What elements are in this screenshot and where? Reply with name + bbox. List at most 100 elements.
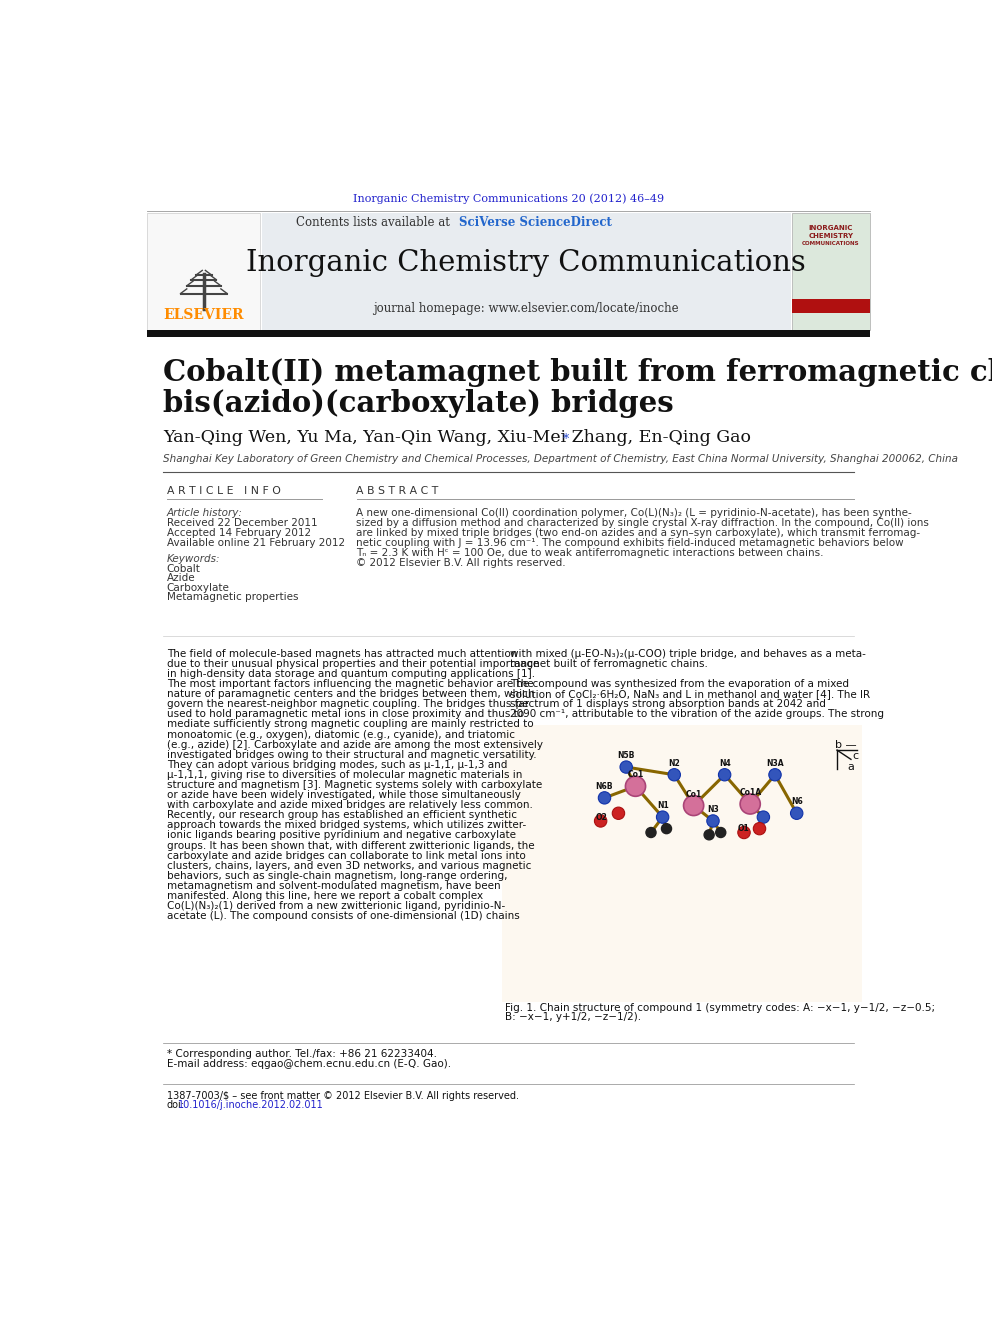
Text: used to hold paramagnetic metal ions in close proximity and thus to: used to hold paramagnetic metal ions in … [167, 709, 524, 720]
Circle shape [657, 811, 669, 823]
Text: acetate (L). The compound consists of one-dimensional (1D) chains: acetate (L). The compound consists of on… [167, 912, 520, 921]
Text: approach towards the mixed bridged systems, which utilizes zwitter-: approach towards the mixed bridged syste… [167, 820, 526, 831]
Text: netic coupling with J = 13.96 cm⁻¹. The compound exhibits field-induced metamagn: netic coupling with J = 13.96 cm⁻¹. The … [356, 538, 904, 548]
Text: metamagnetism and solvent-modulated magnetism, have been: metamagnetism and solvent-modulated magn… [167, 881, 500, 890]
Text: The field of molecule-based magnets has attracted much attention: The field of molecule-based magnets has … [167, 648, 517, 659]
Text: N6B: N6B [596, 782, 613, 791]
Text: Tₙ = 2.3 K with Hᶜ = 100 Oe, due to weak antiferromagnetic interactions between : Tₙ = 2.3 K with Hᶜ = 100 Oe, due to weak… [356, 548, 824, 558]
Text: spectrum of 1 displays strong absorption bands at 2042 and: spectrum of 1 displays strong absorption… [510, 700, 825, 709]
Circle shape [704, 830, 714, 840]
Text: journal homepage: www.elsevier.com/locate/inoche: journal homepage: www.elsevier.com/locat… [373, 303, 680, 315]
Circle shape [625, 777, 646, 796]
Circle shape [740, 794, 760, 814]
Circle shape [718, 769, 731, 781]
FancyBboxPatch shape [262, 213, 791, 329]
Text: ELSEVIER: ELSEVIER [164, 308, 244, 321]
FancyBboxPatch shape [502, 725, 862, 1002]
Text: A new one-dimensional Co(II) coordination polymer, Co(L)(N₃)₂ (L = pyridinio-N-a: A new one-dimensional Co(II) coordinatio… [356, 508, 913, 519]
Text: with carboxylate and azide mixed bridges are relatively less common.: with carboxylate and azide mixed bridges… [167, 800, 533, 810]
Text: bis(azido)(carboxylate) bridges: bis(azido)(carboxylate) bridges [163, 389, 674, 418]
Text: Carboxylate: Carboxylate [167, 582, 229, 593]
Circle shape [715, 827, 726, 837]
Text: 10.1016/j.inoche.2012.02.011: 10.1016/j.inoche.2012.02.011 [179, 1101, 324, 1110]
Text: Recently, our research group has established an efficient synthetic: Recently, our research group has establi… [167, 810, 517, 820]
Circle shape [612, 807, 625, 819]
Text: Keywords:: Keywords: [167, 554, 220, 564]
Text: (e.g., azide) [2]. Carboxylate and azide are among the most extensively: (e.g., azide) [2]. Carboxylate and azide… [167, 740, 543, 750]
Text: Azide: Azide [167, 573, 195, 583]
Text: 1387-7003/$ – see front matter © 2012 Elsevier B.V. All rights reserved.: 1387-7003/$ – see front matter © 2012 El… [167, 1091, 519, 1101]
Text: in high-density data storage and quantum computing applications [1].: in high-density data storage and quantum… [167, 669, 535, 679]
Circle shape [769, 769, 782, 781]
Text: The most important factors influencing the magnetic behavior are the: The most important factors influencing t… [167, 679, 534, 689]
Text: A R T I C L E   I N F O: A R T I C L E I N F O [167, 487, 281, 496]
Text: SciVerse ScienceDirect: SciVerse ScienceDirect [458, 216, 612, 229]
Text: N5B: N5B [617, 751, 635, 759]
Text: N2: N2 [669, 758, 681, 767]
Text: with mixed (μ-EO-N₃)₂(μ-COO) triple bridge, and behaves as a meta-: with mixed (μ-EO-N₃)₂(μ-COO) triple brid… [510, 648, 866, 659]
Text: N4: N4 [719, 758, 730, 767]
Text: Co1A: Co1A [739, 789, 761, 796]
Text: * Corresponding author. Tel./fax: +86 21 62233404.: * Corresponding author. Tel./fax: +86 21… [167, 1049, 436, 1060]
Text: B: −x−1, y+1/2, −z−1/2).: B: −x−1, y+1/2, −z−1/2). [505, 1012, 642, 1023]
Text: sized by a diffusion method and characterized by single crystal X-ray diffractio: sized by a diffusion method and characte… [356, 519, 930, 528]
Circle shape [683, 795, 703, 815]
Text: groups. It has been shown that, with different zwitterionic ligands, the: groups. It has been shown that, with dif… [167, 840, 535, 851]
Text: N3: N3 [707, 804, 719, 814]
Text: ⁎: ⁎ [562, 429, 568, 442]
Circle shape [620, 761, 633, 773]
Text: Accepted 14 February 2012: Accepted 14 February 2012 [167, 528, 310, 538]
Text: doi:: doi: [167, 1101, 185, 1110]
Text: structure and magnetism [3]. Magnetic systems solely with carboxylate: structure and magnetism [3]. Magnetic sy… [167, 781, 542, 790]
Text: magnet built of ferromagnetic chains.: magnet built of ferromagnetic chains. [510, 659, 708, 669]
Text: CHEMISTRY: CHEMISTRY [808, 233, 853, 238]
Text: nature of paramagnetic centers and the bridges between them, which: nature of paramagnetic centers and the b… [167, 689, 534, 700]
Text: govern the nearest-neighbor magnetic coupling. The bridges thus far: govern the nearest-neighbor magnetic cou… [167, 700, 529, 709]
Text: Co1: Co1 [685, 790, 701, 799]
Text: monoatomic (e.g., oxygen), diatomic (e.g., cyanide), and triatomic: monoatomic (e.g., oxygen), diatomic (e.g… [167, 729, 515, 740]
Text: 2090 cm⁻¹, attributable to the vibration of the azide groups. The strong: 2090 cm⁻¹, attributable to the vibration… [510, 709, 884, 720]
Circle shape [738, 827, 750, 839]
Circle shape [757, 811, 770, 823]
Text: Co(L)(N₃)₂(1) derived from a new zwitterionic ligand, pyridinio-N-: Co(L)(N₃)₂(1) derived from a new zwitter… [167, 901, 505, 912]
Text: ionic ligands bearing positive pyridinium and negative carboxylate: ionic ligands bearing positive pyridiniu… [167, 831, 516, 840]
Text: COMMUNICATIONS: COMMUNICATIONS [802, 241, 860, 246]
Text: Fig. 1. Chain structure of compound 1 (symmetry codes: A: −x−1, y−1/2, −z−0.5;: Fig. 1. Chain structure of compound 1 (s… [505, 1003, 935, 1013]
Text: manifested. Along this line, here we report a cobalt complex: manifested. Along this line, here we rep… [167, 890, 483, 901]
Text: Cobalt(II) metamagnet built from ferromagnetic chains with mixed: Cobalt(II) metamagnet built from ferroma… [163, 359, 992, 388]
Text: Article history:: Article history: [167, 508, 242, 519]
Bar [792, 299, 870, 312]
Text: investigated bridges owing to their structural and magnetic versatility.: investigated bridges owing to their stru… [167, 750, 537, 759]
Text: Inorganic Chemistry Communications 20 (2012) 46–49: Inorganic Chemistry Communications 20 (2… [353, 193, 664, 204]
Circle shape [791, 807, 803, 819]
Text: Yan-Qing Wen, Yu Ma, Yan-Qin Wang, Xiu-Mei Zhang, En-Qing Gao: Yan-Qing Wen, Yu Ma, Yan-Qin Wang, Xiu-M… [163, 429, 751, 446]
Text: © 2012 Elsevier B.V. All rights reserved.: © 2012 Elsevier B.V. All rights reserved… [356, 558, 566, 568]
Text: mediate sufficiently strong magnetic coupling are mainly restricted to: mediate sufficiently strong magnetic cou… [167, 720, 534, 729]
Text: Shanghai Key Laboratory of Green Chemistry and Chemical Processes, Department of: Shanghai Key Laboratory of Green Chemist… [163, 454, 957, 464]
Text: are linked by mixed triple bridges (two end-on azides and a syn–syn carboxylate): are linked by mixed triple bridges (two … [356, 528, 921, 538]
Text: The compound was synthesized from the evaporation of a mixed: The compound was synthesized from the ev… [510, 679, 849, 689]
Text: c: c [852, 751, 859, 761]
Text: a: a [848, 762, 855, 773]
Text: b —: b — [835, 741, 857, 750]
Text: clusters, chains, layers, and even 3D networks, and various magnetic: clusters, chains, layers, and even 3D ne… [167, 861, 531, 871]
Text: E-mail address: eqgao@chem.ecnu.edu.cn (E-Q. Gao).: E-mail address: eqgao@chem.ecnu.edu.cn (… [167, 1058, 450, 1069]
Bar [147, 329, 870, 336]
Text: O2: O2 [595, 812, 607, 822]
Text: N1: N1 [657, 800, 669, 810]
Text: A B S T R A C T: A B S T R A C T [356, 487, 438, 496]
Text: O1: O1 [738, 824, 750, 833]
FancyBboxPatch shape [792, 213, 870, 329]
Text: Contents lists available at: Contents lists available at [296, 216, 457, 229]
Text: They can adopt various bridging modes, such as μ-1,1, μ-1,3 and: They can adopt various bridging modes, s… [167, 759, 507, 770]
Circle shape [594, 815, 607, 827]
Text: Metamagnetic properties: Metamagnetic properties [167, 591, 299, 602]
Text: solution of CoCl₂·6H₂O, NaN₃ and L in methanol and water [4]. The IR: solution of CoCl₂·6H₂O, NaN₃ and L in me… [510, 689, 870, 700]
Text: N6: N6 [791, 798, 803, 806]
Text: Available online 21 February 2012: Available online 21 February 2012 [167, 538, 345, 548]
Circle shape [753, 823, 766, 835]
Text: INORGANIC: INORGANIC [808, 225, 853, 232]
Text: behaviors, such as single-chain magnetism, long-range ordering,: behaviors, such as single-chain magnetis… [167, 871, 507, 881]
Text: Received 22 December 2011: Received 22 December 2011 [167, 519, 317, 528]
Circle shape [662, 824, 672, 833]
